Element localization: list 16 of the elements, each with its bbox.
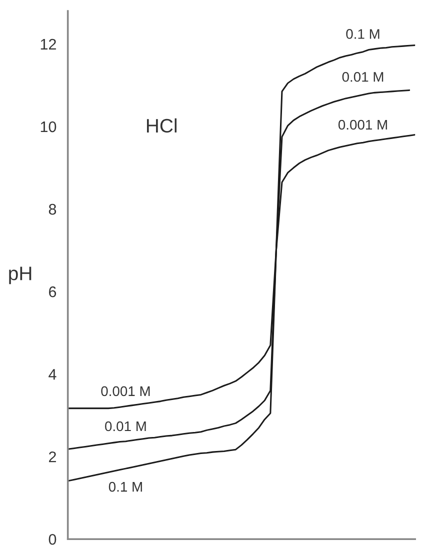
annotation: HCl <box>146 118 176 133</box>
series-label: 0.1 M <box>346 29 380 39</box>
y-tick-label: 10 <box>40 121 56 132</box>
y-tick-label: 12 <box>40 38 56 50</box>
series-label: 0.01 M <box>105 421 146 432</box>
y-tick-label: 0 <box>48 534 56 545</box>
text: 0.01 M <box>342 72 384 82</box>
series-label: 0.001 M <box>101 386 150 396</box>
y-tick-label: 2 <box>49 451 56 462</box>
y-axis-title: pH <box>9 266 32 284</box>
text: 0.001 M <box>338 120 387 130</box>
y-tick-label: 6 <box>49 286 56 298</box>
text: 0.1 M <box>108 482 142 492</box>
y-tick-label: 4 <box>48 369 56 380</box>
y-tick-label: 8 <box>48 204 56 215</box>
line-series <box>68 44 416 482</box>
